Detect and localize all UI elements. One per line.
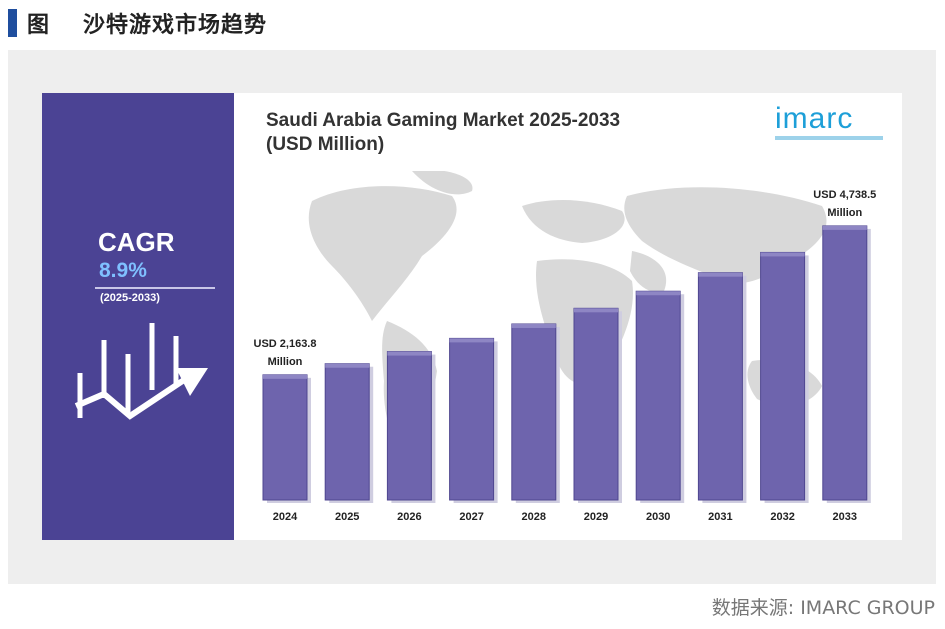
bar — [822, 225, 868, 501]
bar-top — [325, 363, 370, 368]
bar — [449, 337, 495, 501]
chart-title: Saudi Arabia Gaming Market 2025-2033 (US… — [266, 109, 620, 157]
x-tick-label: 2024 — [273, 511, 298, 523]
x-tick-label: 2025 — [335, 511, 359, 523]
x-tick-label: 2028 — [522, 511, 546, 523]
bar — [697, 272, 743, 501]
logo-tagline — [775, 136, 883, 140]
imarc-logo: imarc — [775, 103, 890, 143]
chart-title-line: Saudi Arabia Gaming Market 2025-2033 — [266, 110, 621, 131]
x-tick-label: 2029 — [584, 511, 608, 523]
infographic-card: CAGR 8.9% (2025-2033) Saudi Arabia Gamin… — [42, 93, 902, 540]
bar — [511, 323, 557, 501]
bar-top — [449, 338, 494, 343]
bar — [760, 251, 806, 501]
cagr-period: (2025-2033) — [100, 292, 160, 304]
growth-chart-icon — [74, 323, 208, 420]
bar-top — [698, 272, 743, 277]
figure-marker — [8, 9, 17, 37]
bar-top — [387, 351, 432, 356]
bar — [573, 307, 619, 501]
x-tick-label: 2030 — [646, 511, 670, 523]
bar-top — [263, 374, 307, 379]
data-label: Million — [827, 207, 862, 219]
x-tick-label: 2032 — [770, 511, 794, 523]
data-label: Million — [268, 356, 303, 368]
source-note: 数据来源: IMARC GROUP — [711, 597, 935, 619]
x-tick-label: 2027 — [459, 511, 483, 523]
bar-top — [636, 291, 681, 296]
figure-label: 图 — [27, 13, 50, 38]
cagr-value: 8.9% — [99, 259, 147, 282]
figure-title: 沙特游戏市场趋势 — [83, 13, 268, 38]
figure-header: 图 沙特游戏市场趋势 — [8, 6, 267, 40]
x-tick-label: 2026 — [397, 511, 421, 523]
bar — [635, 290, 681, 501]
bar — [262, 374, 308, 501]
bar-chart-plot: 2024 2025 2026 2027 2028 2029 2030 2031 2032 2033… — [254, 189, 877, 523]
x-tick-label: 2031 — [708, 511, 732, 523]
bar-top — [760, 252, 805, 257]
cagr-label: CAGR — [98, 227, 175, 257]
bar — [324, 363, 370, 501]
bar — [386, 351, 432, 501]
data-label: USD 4,738.5 — [813, 189, 876, 201]
cagr-sidebar: CAGR 8.9% (2025-2033) — [42, 93, 234, 540]
x-tick-label: 2033 — [833, 511, 857, 523]
bar-top — [511, 323, 556, 328]
bar-top — [574, 308, 618, 313]
bar-top — [822, 225, 867, 230]
logo-text: imarc — [775, 102, 854, 135]
sidebar-divider — [95, 287, 215, 289]
data-label: USD 2,163.8 — [254, 338, 317, 350]
chart-subtitle: (USD Million) — [266, 134, 385, 155]
